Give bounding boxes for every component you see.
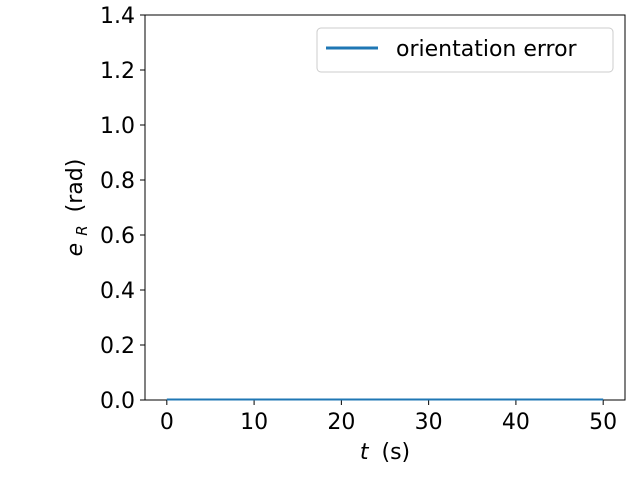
y-tick-label: 1.4 bbox=[100, 4, 135, 29]
x-axis-ticks: 0 10 20 30 40 50 bbox=[160, 400, 617, 435]
x-tick-label: 20 bbox=[327, 410, 355, 435]
y-axis-label-main: e bbox=[63, 243, 88, 257]
y-tick-label: 0.2 bbox=[100, 334, 135, 359]
x-axis-label: t (s) bbox=[360, 440, 410, 465]
y-tick-label: 0.0 bbox=[100, 389, 135, 414]
x-tick-label: 40 bbox=[502, 410, 530, 435]
x-tick-label: 0 bbox=[160, 410, 174, 435]
axes-frame bbox=[144, 14, 626, 401]
x-axis-label-unit: (s) bbox=[382, 440, 411, 465]
legend: orientation error bbox=[316, 27, 614, 73]
y-tick-label: 0.6 bbox=[100, 224, 135, 249]
plot-area bbox=[144, 14, 626, 401]
y-axis-label-subscript: R bbox=[73, 225, 91, 235]
x-tick-label: 50 bbox=[589, 410, 617, 435]
y-axis-ticks: 0.0 0.2 0.4 0.6 0.8 1.0 1.2 1.4 bbox=[100, 4, 145, 414]
y-axis-label-unit: (rad) bbox=[63, 159, 88, 213]
x-axis-label-main: t bbox=[360, 440, 370, 465]
y-tick-label: 0.8 bbox=[100, 169, 135, 194]
y-tick-label: 1.2 bbox=[100, 59, 135, 84]
legend-box bbox=[316, 27, 614, 73]
x-tick-label: 30 bbox=[415, 410, 443, 435]
x-tick-label: 10 bbox=[240, 410, 268, 435]
y-tick-label: 0.4 bbox=[100, 279, 135, 304]
y-tick-label: 1.0 bbox=[100, 114, 135, 139]
y-axis-label: e R (rad) bbox=[63, 159, 93, 257]
legend-label: orientation error bbox=[396, 37, 578, 62]
